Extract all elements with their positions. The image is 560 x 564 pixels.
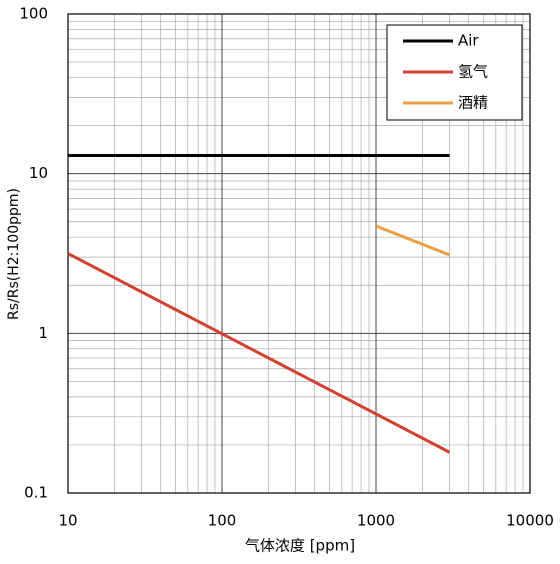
plot-frame [67, 13, 531, 494]
y-tick-label: 100 [19, 5, 48, 23]
x-tick-label: 100 [208, 512, 237, 530]
legend-label: 氢气 [458, 63, 488, 81]
x-tick-label: 10000 [506, 512, 554, 530]
x-tick-label: 10 [58, 512, 77, 530]
x-tick-label: 1000 [357, 512, 395, 530]
x-axis-label: 气体浓度 [ppm] [245, 537, 355, 555]
y-tick-label: 1 [38, 324, 48, 342]
y-tick-label: 0.1 [24, 484, 48, 502]
legend-label: Air [458, 32, 479, 50]
series-line [375, 224, 451, 257]
series-line [67, 252, 451, 454]
y-axis-label: Rs/Rs(H2:100ppm) [6, 188, 22, 320]
legend-label: 酒精 [458, 94, 488, 112]
y-tick-label: 10 [29, 164, 48, 182]
